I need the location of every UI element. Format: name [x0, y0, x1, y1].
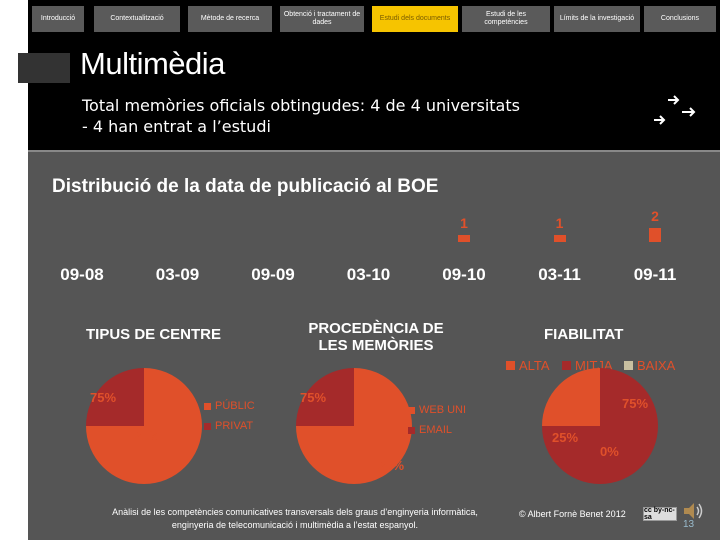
legend-label: EMAIL: [419, 424, 453, 436]
pie-chart-procedencia: [296, 368, 412, 484]
arrow-right-icon[interactable]: [682, 107, 696, 117]
timeline-bar: [553, 235, 566, 242]
tab-metode-recerca[interactable]: Mètode de recerca: [188, 6, 272, 32]
navigation-arrows: [654, 95, 696, 125]
timeline-tick-label: 03-10: [346, 265, 391, 284]
footer-caption: Anàlisi de les competències comunicative…: [82, 506, 508, 532]
pie-title-procedencia: PROCEDÈNCIA DE LES MEMÒRIES: [308, 320, 444, 354]
tab-obtencio-dades[interactable]: Obtenció i tractament de dades: [280, 6, 364, 32]
arrow-right-icon[interactable]: [654, 115, 666, 125]
pie-slice-email: [296, 368, 354, 426]
timeline-tick-label: 09-09: [251, 265, 295, 284]
cc-license-icon[interactable]: cc by-nc-sa: [643, 507, 677, 521]
legend-item: PRIVAT: [204, 420, 253, 432]
footer-line-2: enginyeria de telecomunicació i multimèd…: [171, 520, 419, 530]
tab-introduccio[interactable]: Introducció: [32, 6, 84, 32]
legend-item: EMAIL: [408, 424, 452, 436]
legend-swatch: [506, 361, 515, 370]
legend-swatch: [204, 422, 211, 430]
pie-percent-label: 0%: [600, 444, 619, 459]
legend-label: PÚBLIC: [215, 400, 255, 412]
legend-swatch: [562, 361, 571, 370]
sound-icon[interactable]: [682, 501, 704, 521]
content-panel: Distribució de la data de publicació al …: [28, 150, 720, 540]
legend-item: PÚBLIC: [204, 400, 255, 412]
timeline-chart-title: Distribució de la data de publicació al …: [52, 176, 439, 197]
pie-slice-privat: [86, 368, 144, 426]
legend-swatch: [408, 426, 415, 434]
footer-line-1: Anàlisi de les competències comunicative…: [112, 507, 478, 517]
legend-label: WEB UNI: [419, 404, 467, 416]
timeline-tick-label: 09-08: [60, 265, 104, 284]
timeline-bar: [458, 235, 470, 242]
timeline-count-label: 2: [651, 208, 659, 224]
legend-label: BAIXA: [637, 358, 676, 373]
pie-title-tipus-centre: TIPUS DE CENTRE: [86, 326, 222, 343]
page-subtitle: Total memòries oficials obtingudes: 4 de…: [82, 95, 520, 137]
timeline-tick-label: 03-09: [155, 265, 200, 284]
title-marker: [18, 53, 70, 83]
pie-percent-label: 75%: [622, 396, 649, 411]
subtitle-line-1: Total memòries oficials obtingudes: 4 de…: [82, 96, 520, 115]
legend-item: ALTA: [506, 358, 550, 373]
pie-chart-fiabilitat: [542, 368, 658, 484]
legend-label: PRIVAT: [215, 420, 254, 432]
copyright-notice: © Albert Fornè Benet 2012: [519, 509, 626, 519]
pie-title-fiabilitat: FIABILITAT: [544, 326, 624, 343]
timeline-count-label: 1: [555, 215, 564, 231]
legend-swatch: [624, 361, 633, 370]
legend-label: ALTA: [519, 358, 550, 373]
pie-percent-label: 25%: [134, 428, 161, 443]
section-nav: Introducció Contextualització Mètode de …: [28, 0, 720, 40]
pie-percent-label: 75%: [90, 390, 117, 405]
timeline-count-label: 1: [460, 215, 468, 231]
tab-conclusions[interactable]: Conclusions: [644, 6, 716, 32]
pie-chart-tipus-centre: [86, 368, 202, 484]
subtitle-line-2: - 4 han entrat a l’estudi: [82, 117, 271, 136]
page-title: Multimèdia: [80, 46, 225, 81]
arrow-right-icon[interactable]: [668, 95, 680, 105]
timeline-tick-label: 09-10: [442, 265, 486, 284]
timeline-tick-label: 09-11: [633, 265, 677, 284]
tab-contextualitzacio[interactable]: Contextualització: [94, 6, 180, 32]
pie-percent-label: 75%: [300, 390, 327, 405]
legend-swatch: [408, 406, 415, 414]
pie-percent-label: 25%: [378, 458, 405, 473]
legend-swatch: [204, 402, 211, 410]
publication-timeline-chart: 09-08 03-09 09-09 03-10 09-10 1 03-11 1 09-11 2: [28, 152, 720, 312]
legend-item: WEB UNI: [408, 404, 466, 416]
pie-slice-alta: [542, 368, 600, 426]
page-number: 13: [683, 519, 695, 530]
tab-estudi-documents[interactable]: Estudi dels documents: [372, 6, 458, 32]
legend-item: BAIXA: [624, 358, 675, 373]
pie-percent-label: 25%: [552, 430, 579, 445]
timeline-bar: [649, 228, 661, 242]
timeline-tick-label: 03-11: [538, 265, 581, 284]
left-strip: [0, 0, 28, 540]
tab-estudi-competencies[interactable]: Estudi de les competències: [462, 6, 550, 32]
tab-limits-investigacio[interactable]: Límits de la investigació: [554, 6, 640, 32]
